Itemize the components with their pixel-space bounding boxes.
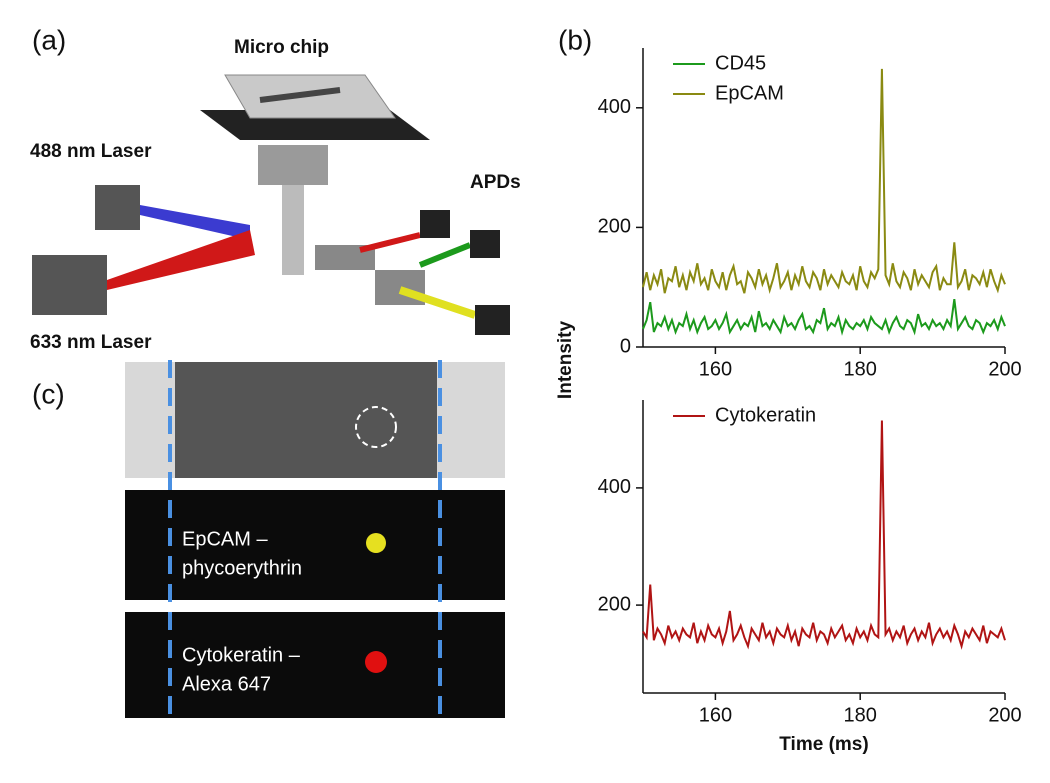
cell bbox=[366, 533, 386, 553]
yellow-path bbox=[398, 286, 477, 319]
image-label: Alexa 647 bbox=[182, 673, 271, 695]
panel-label: (a) bbox=[32, 24, 66, 55]
channel bbox=[259, 87, 341, 103]
y-tick-label: 200 bbox=[598, 593, 631, 615]
image-label: EpCAM – bbox=[182, 528, 268, 550]
data-line bbox=[642, 420, 1006, 650]
red-path bbox=[359, 232, 421, 253]
x-tick-label: 160 bbox=[699, 704, 732, 726]
x-tick-label: 200 bbox=[988, 704, 1021, 726]
legend-label: Cytokeratin bbox=[715, 404, 816, 426]
laser-488 bbox=[95, 185, 140, 230]
data-line bbox=[642, 68, 1006, 294]
green-path bbox=[418, 242, 472, 268]
cell bbox=[365, 651, 387, 673]
y-tick-label: 400 bbox=[598, 476, 631, 498]
y-tick-label: 200 bbox=[598, 216, 631, 238]
channel-region bbox=[175, 362, 437, 478]
legend-label: EpCAM bbox=[715, 82, 784, 104]
apd-3 bbox=[475, 305, 510, 335]
blue-beam bbox=[140, 205, 250, 240]
apd-1 bbox=[420, 210, 450, 238]
image-label: phycoerythrin bbox=[182, 557, 302, 579]
x-tick-label: 180 bbox=[844, 704, 877, 726]
y-tick-label: 400 bbox=[598, 96, 631, 118]
legend-label: CD45 bbox=[715, 52, 766, 74]
setup-diagram bbox=[32, 74, 510, 335]
cell-marker bbox=[355, 406, 397, 448]
red-beam bbox=[107, 230, 255, 290]
laser-633 bbox=[32, 255, 107, 315]
panel-label: (b) bbox=[558, 24, 592, 55]
image-label: Cytokeratin – bbox=[182, 644, 301, 666]
x-tick-label: 180 bbox=[844, 358, 877, 380]
apd-2 bbox=[470, 230, 500, 258]
x-tick-label: 200 bbox=[988, 358, 1021, 380]
x-tick-label: 160 bbox=[699, 358, 732, 380]
label: 488 nm Laser bbox=[30, 141, 152, 162]
y-tick-label: 0 bbox=[620, 335, 631, 357]
panel-label: (c) bbox=[32, 378, 65, 409]
objective-tube bbox=[282, 185, 304, 275]
y-axis-label: Intensity bbox=[555, 321, 576, 400]
objective bbox=[258, 145, 328, 185]
data-line bbox=[642, 299, 1006, 336]
label: Micro chip bbox=[234, 37, 329, 58]
label: APDs bbox=[470, 172, 521, 193]
x-axis-label: Time (ms) bbox=[779, 734, 868, 755]
label: 633 nm Laser bbox=[30, 332, 152, 353]
